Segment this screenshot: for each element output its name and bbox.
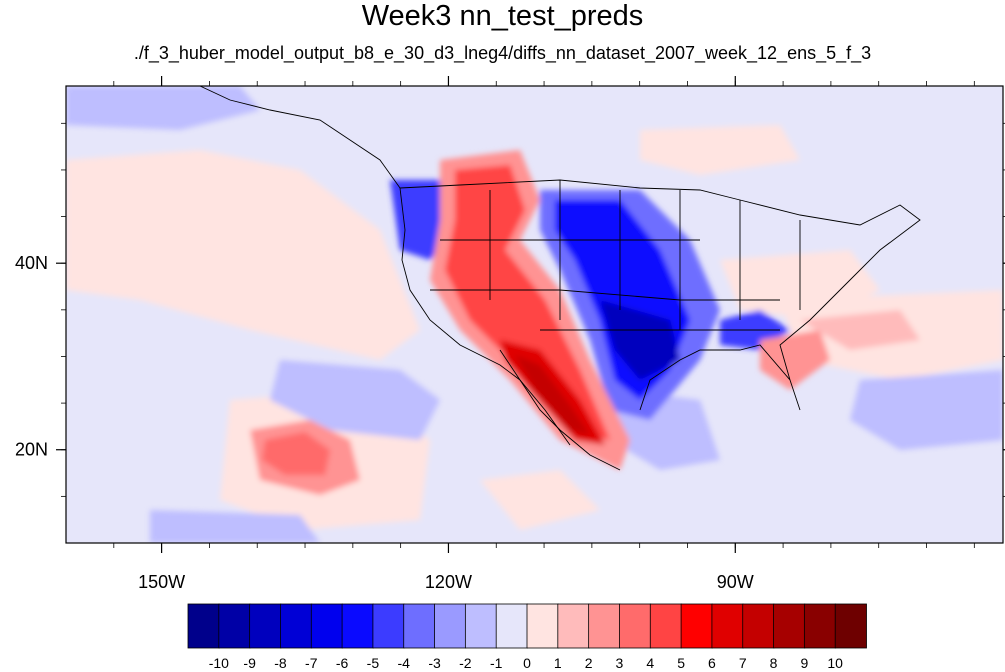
anomaly-region xyxy=(640,125,800,175)
colorbar-label: 7 xyxy=(739,655,747,671)
colorbar-swatch xyxy=(372,603,405,649)
colorbar-label: -5 xyxy=(367,655,380,671)
anomaly-region xyxy=(270,360,440,440)
colorbar-label: 2 xyxy=(585,655,593,671)
map-frame xyxy=(65,85,1004,544)
colorbar-label: -3 xyxy=(428,655,441,671)
plot-subtitle: ./f_3_huber_model_output_b8_e_30_d3_lneg… xyxy=(133,43,872,63)
colorbar-swatch xyxy=(464,603,498,649)
colorbar-swatch xyxy=(649,603,682,649)
coastlines xyxy=(199,86,921,471)
colorbar-swatch xyxy=(310,603,343,649)
colorbar-swatch xyxy=(218,603,251,649)
x-tick-label: 90W xyxy=(717,572,754,592)
colorbar-label: 4 xyxy=(646,655,654,671)
y-tick-label: 20N xyxy=(15,440,48,460)
colorbar-swatch xyxy=(187,603,220,649)
colorbar-label: -10 xyxy=(209,655,229,671)
colorbar-label: 0 xyxy=(523,655,531,671)
colorbar-swatch xyxy=(619,603,652,649)
colorbar-label: -7 xyxy=(305,655,318,671)
axis-ticks: 150W 120W 90W 40N 20N xyxy=(15,76,1005,592)
anomaly-region xyxy=(66,86,260,130)
anomaly-region xyxy=(445,165,610,440)
colorbar-label: 5 xyxy=(677,655,685,671)
colorbar-swatch xyxy=(249,603,282,649)
anomaly-region xyxy=(850,370,1003,450)
colorbar-label: 8 xyxy=(770,655,778,671)
colorbar-swatch xyxy=(742,603,775,649)
colorbar-label: -2 xyxy=(459,655,472,671)
colorbar-swatch xyxy=(834,603,867,649)
colorbar-swatch xyxy=(803,603,837,649)
colorbar-swatch xyxy=(773,603,806,649)
colorbar-label: 3 xyxy=(616,655,624,671)
colorbar-swatch xyxy=(588,603,621,649)
colorbar-swatch xyxy=(680,603,713,649)
anomaly-region xyxy=(262,432,330,475)
anomaly-region xyxy=(600,300,680,380)
colorbar-swatch xyxy=(711,603,744,649)
anomaly-region xyxy=(66,150,420,360)
anomaly-region xyxy=(515,355,590,435)
anomaly-region xyxy=(150,510,320,543)
anomaly-region xyxy=(760,330,830,390)
colorbar: -10 -9 -8 -7 -6 -5 -4 -3 -2 -1 0 1 2 3 4 5 6 7 8 9 10 xyxy=(187,603,867,671)
anomaly-region xyxy=(480,470,600,530)
anomaly-field xyxy=(66,86,1003,543)
colorbar-label: 10 xyxy=(827,655,843,671)
anomaly-region xyxy=(800,310,920,350)
colorbar-swatch xyxy=(495,603,528,649)
colorbar-label: -6 xyxy=(336,655,349,671)
colorbar-label: -4 xyxy=(398,655,411,671)
map-area xyxy=(66,86,1003,543)
colorbar-label: 9 xyxy=(800,655,808,671)
colorbar-label: -8 xyxy=(274,655,287,671)
colorbar-label: 6 xyxy=(708,655,716,671)
x-tick-label: 120W xyxy=(425,572,472,592)
colorbar-label: -9 xyxy=(243,655,256,671)
colorbar-swatch xyxy=(526,603,559,649)
y-tick-label: 40N xyxy=(15,253,48,273)
plot-title: Week3 nn_test_preds xyxy=(361,0,644,32)
colorbar-swatch xyxy=(280,603,313,649)
colorbar-label: 1 xyxy=(554,655,562,671)
colorbar-swatch xyxy=(341,603,374,649)
x-tick-label: 150W xyxy=(138,572,185,592)
colorbar-swatch xyxy=(434,603,467,649)
colorbar-swatch xyxy=(557,603,590,649)
colorbar-swatch xyxy=(403,603,436,649)
colorbar-label: -1 xyxy=(490,655,503,671)
